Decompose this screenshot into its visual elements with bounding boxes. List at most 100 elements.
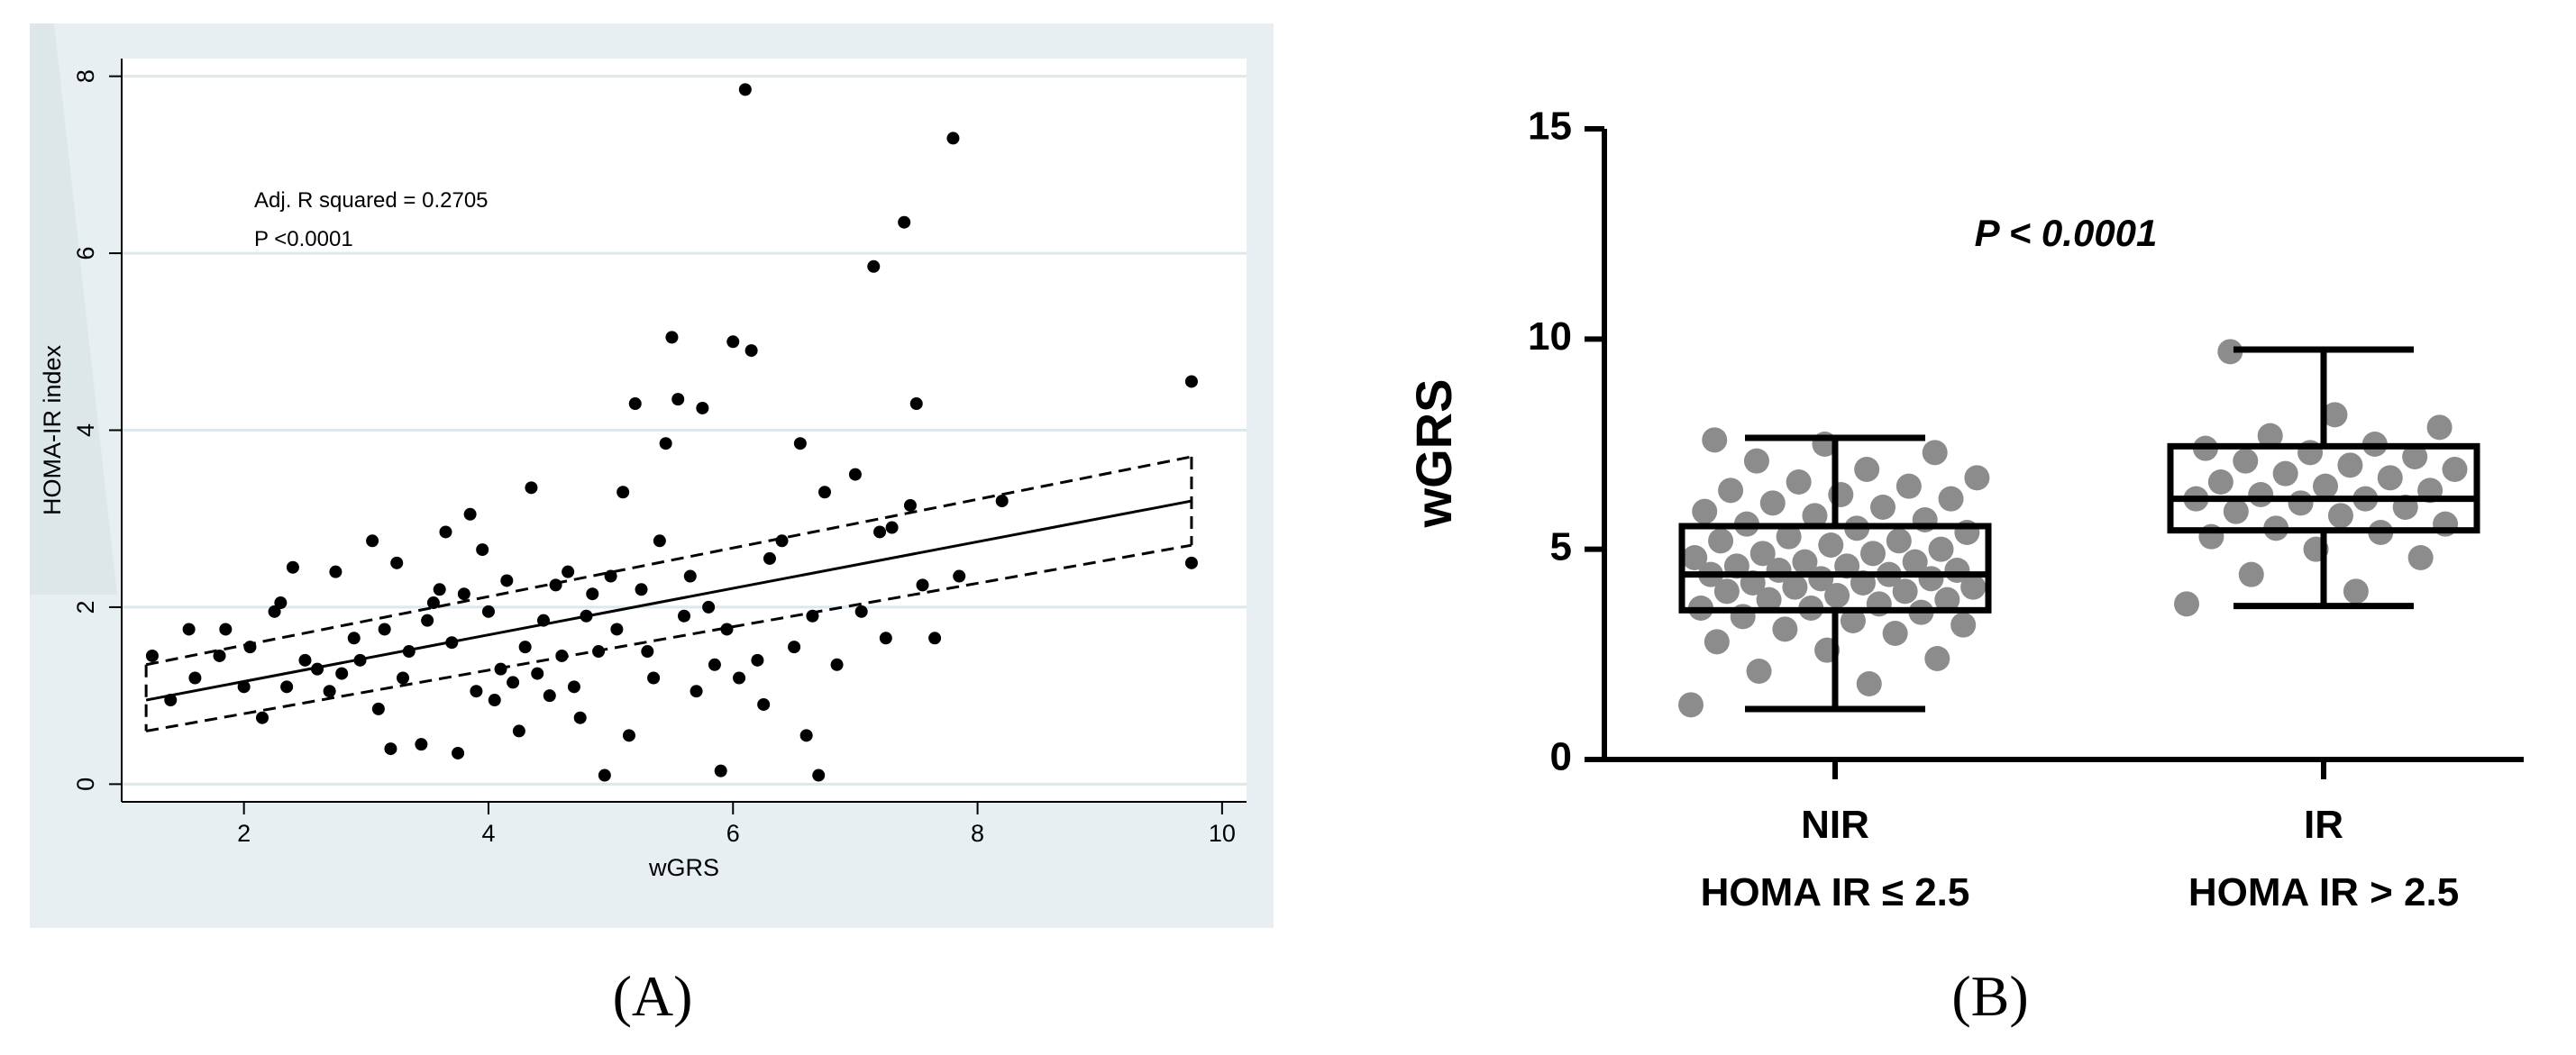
scatter-point xyxy=(653,534,666,548)
box-data-point xyxy=(1870,495,1896,520)
scatter-point xyxy=(518,641,532,654)
scatter-point xyxy=(757,697,771,711)
scatter-point xyxy=(763,551,776,565)
box-data-point xyxy=(2322,402,2348,428)
x-tick-label: 4 xyxy=(481,820,495,847)
scatter-point xyxy=(775,534,789,548)
box-data-point xyxy=(1759,490,1786,516)
scatter-point xyxy=(879,632,892,645)
box-data-point xyxy=(1802,503,1828,529)
scatter-point xyxy=(457,587,470,601)
box-data-point xyxy=(1678,692,1704,718)
box-data-point xyxy=(1924,646,1950,671)
scatter-point xyxy=(738,83,752,96)
scatter-point xyxy=(708,658,721,671)
box-data-point xyxy=(1928,536,1954,562)
y-tick-label: 6 xyxy=(72,247,99,260)
scatter-point xyxy=(353,653,367,667)
box-data-point xyxy=(1704,629,1730,655)
scatter-point xyxy=(812,769,826,782)
x-tick-label: 6 xyxy=(726,820,740,847)
scatter-point xyxy=(1184,556,1198,569)
scatter-point xyxy=(347,632,361,645)
box-data-point xyxy=(1934,587,1960,613)
box-iqr xyxy=(2167,442,2480,534)
scatter-point xyxy=(946,132,960,145)
box-data-point xyxy=(1964,465,1990,491)
scatter-point xyxy=(543,689,556,703)
annotation-p-value: P <0.0001 xyxy=(254,227,353,251)
scatter-point xyxy=(537,614,550,627)
scatter-point xyxy=(286,560,299,574)
scatter-point xyxy=(806,609,819,623)
box-data-point xyxy=(1792,549,1818,575)
category-sublabel: HOMA IR > 2.5 xyxy=(2188,870,2459,914)
box-data-point xyxy=(2288,490,2314,516)
scatter-point xyxy=(617,486,630,499)
scatter-point xyxy=(463,507,477,521)
scatter-point xyxy=(690,685,703,698)
scatter-point xyxy=(714,764,727,778)
scatter-point xyxy=(390,556,404,569)
y-tick-label: 10 xyxy=(1528,314,1572,359)
scatter-point xyxy=(481,605,495,618)
scatter-point xyxy=(793,437,807,450)
p-value-annotation: P < 0.0001 xyxy=(1975,212,2158,254)
y-tick-label: 15 xyxy=(1528,105,1572,149)
scatter-point xyxy=(867,259,881,273)
scatter-point xyxy=(335,667,349,680)
category-label: NIR xyxy=(1801,803,1869,847)
box-data-point xyxy=(2238,561,2264,587)
category-label: IR xyxy=(2304,803,2343,847)
scatter-point xyxy=(885,521,899,534)
box-iqr xyxy=(1678,523,1992,614)
scatter-point xyxy=(647,671,661,685)
box-data-point xyxy=(1892,578,1918,605)
box-data-point xyxy=(2402,444,2428,469)
scatter-point xyxy=(818,486,831,499)
scatter-point xyxy=(219,623,233,636)
scatter-point xyxy=(366,534,379,548)
box-data-point xyxy=(1682,545,1708,570)
scatter-point xyxy=(604,569,617,583)
scatter-point xyxy=(854,605,868,618)
scatter-point xyxy=(641,645,654,659)
box-data-point xyxy=(1950,612,1977,638)
box-data-point xyxy=(2377,465,2403,491)
scatter-point xyxy=(678,609,690,623)
box-data-point xyxy=(2207,469,2233,495)
y-tick-label: 2 xyxy=(72,600,99,614)
scatter-point xyxy=(1184,375,1198,388)
box-data-point xyxy=(1882,621,1908,646)
box-data-point xyxy=(1902,549,1928,575)
box-data-point xyxy=(2327,503,2353,529)
scatter-point xyxy=(415,738,428,751)
scatter-point xyxy=(788,641,801,654)
scatter-point xyxy=(452,746,465,759)
scatter-point xyxy=(426,596,440,610)
scatter-point xyxy=(751,653,764,667)
box-data-point xyxy=(2407,545,2434,570)
annotation-r-squared: Adj. R squared = 0.2705 xyxy=(254,188,489,213)
box-data-point xyxy=(1782,574,1808,600)
scatter-point xyxy=(371,702,385,715)
scatter-point xyxy=(683,569,697,583)
box-data-point xyxy=(1840,608,1866,633)
box-data-point xyxy=(2217,339,2243,365)
scatter-point xyxy=(384,742,397,756)
y-tick-label: 0 xyxy=(1550,735,1572,779)
scatter-point xyxy=(916,578,929,592)
scatter-point xyxy=(256,711,269,724)
scatter-point xyxy=(512,724,525,738)
scatter-point xyxy=(243,641,257,654)
scatter-point xyxy=(903,498,917,512)
scatter-point xyxy=(592,645,606,659)
scatter-point xyxy=(622,729,635,742)
scatter-point xyxy=(439,525,452,539)
scatter-point xyxy=(696,401,709,414)
box-data-point xyxy=(2223,498,2249,524)
box-data-point xyxy=(1749,541,1776,567)
box-data-point xyxy=(2343,578,2369,605)
scatter-point xyxy=(720,623,734,636)
